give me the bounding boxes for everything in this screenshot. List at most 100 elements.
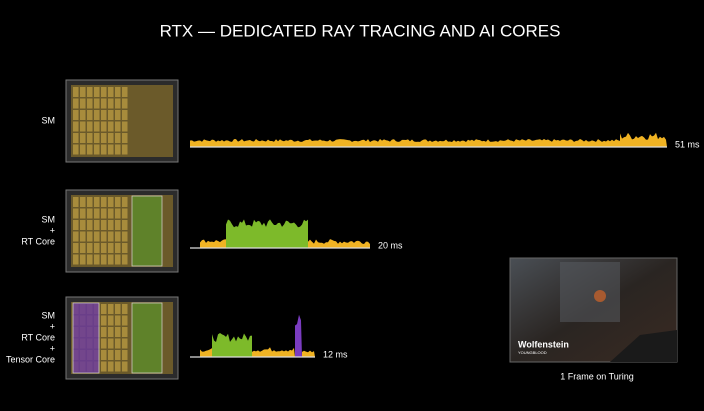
- chip-cell: [101, 350, 107, 360]
- chip-cell: [122, 121, 128, 132]
- chip-cell: [108, 243, 114, 253]
- row-label: +: [50, 321, 55, 331]
- chip-cell: [108, 197, 114, 207]
- row-label: Tensor Core: [6, 354, 55, 364]
- chip-cell: [115, 254, 121, 265]
- chip-cell: [101, 361, 107, 372]
- chip-unit: [131, 302, 163, 374]
- chip-cell: [115, 350, 121, 360]
- chip-cell: [101, 220, 107, 230]
- chip-cell: [108, 361, 114, 372]
- chip-cell: [80, 220, 86, 230]
- chip-cell: [73, 121, 79, 132]
- chip-cell: [101, 197, 107, 207]
- frame-trace: [620, 132, 667, 147]
- frame-trace: [226, 219, 308, 248]
- chip-cell: [108, 98, 114, 109]
- frame-trace: [295, 314, 302, 357]
- chip-cell: [101, 133, 107, 143]
- chip-cell: [87, 254, 93, 265]
- chip-cell: [108, 338, 114, 349]
- game-sublogo: YOUNGBLOOD: [518, 350, 547, 355]
- chip-cell: [101, 254, 107, 265]
- frame-trace: [212, 333, 252, 357]
- chip-cell: [73, 243, 79, 253]
- row-label: +: [50, 343, 55, 353]
- chip-cell: [122, 98, 128, 109]
- chip-cell: [80, 231, 86, 242]
- chip-cell: [108, 87, 114, 97]
- chip-cell: [94, 121, 100, 132]
- row-label: RT Core: [21, 332, 55, 342]
- chip-cell: [122, 231, 128, 242]
- chip-cell: [115, 197, 121, 207]
- chip-cell: [87, 231, 93, 242]
- chip-cell: [73, 87, 79, 97]
- chip-cell: [87, 133, 93, 143]
- chip-cell: [94, 254, 100, 265]
- chip-cell: [115, 327, 121, 337]
- chip-cell: [122, 133, 128, 143]
- chip-cell: [94, 110, 100, 120]
- chip-cell: [101, 98, 107, 109]
- frame-time: 20 ms: [378, 240, 403, 250]
- chip-cell: [87, 208, 93, 219]
- chip-cell: [101, 243, 107, 253]
- chip-cell: [115, 338, 121, 349]
- chip-cell: [122, 327, 128, 337]
- chip-cell: [122, 87, 128, 97]
- chip-cell: [80, 121, 86, 132]
- chip-cell: [101, 338, 107, 349]
- chip-cell: [73, 254, 79, 265]
- chip-cell: [73, 133, 79, 143]
- row-label: SM: [42, 214, 56, 224]
- chip-cell: [115, 110, 121, 120]
- chip-cell: [80, 197, 86, 207]
- chip-cell: [94, 220, 100, 230]
- chip-cell: [101, 144, 107, 155]
- chip-cell: [73, 197, 79, 207]
- chip-cell: [87, 121, 93, 132]
- chip-die: [65, 296, 179, 380]
- chip-cell: [94, 87, 100, 97]
- chip-cell: [94, 197, 100, 207]
- chip-cell: [80, 243, 86, 253]
- chip-cell: [115, 133, 121, 143]
- chip-cell: [115, 315, 121, 326]
- row-label: SM: [42, 115, 56, 125]
- chip-cell: [108, 315, 114, 326]
- chip-cell: [80, 144, 86, 155]
- chip-unit: [72, 302, 100, 374]
- chip-cell: [108, 304, 114, 314]
- frame-time: 12 ms: [323, 349, 348, 359]
- frame-trace: [302, 350, 315, 357]
- chip-cell: [115, 121, 121, 132]
- chip-cell: [108, 327, 114, 337]
- chip-cell: [122, 220, 128, 230]
- chip-cell: [108, 208, 114, 219]
- chip-cell: [80, 98, 86, 109]
- chip-cell: [115, 208, 121, 219]
- frame-trace: [200, 239, 226, 248]
- chip-cell: [122, 254, 128, 265]
- chip-cell: [101, 121, 107, 132]
- chip-cell: [108, 121, 114, 132]
- chip-cell: [122, 208, 128, 219]
- chip-cell: [101, 304, 107, 314]
- chip-cell: [73, 144, 79, 155]
- chip-cell: [115, 98, 121, 109]
- chip-cell: [101, 231, 107, 242]
- slide-title: RTX — DEDICATED RAY TRACING AND AI CORES: [160, 21, 561, 40]
- chip-die: [65, 189, 179, 273]
- chip-cell: [122, 350, 128, 360]
- chip-cell: [73, 220, 79, 230]
- chip-cell: [94, 144, 100, 155]
- chip-cell: [108, 220, 114, 230]
- chip-cell: [94, 98, 100, 109]
- frame-trace: [200, 348, 212, 357]
- chip-cell: [101, 208, 107, 219]
- chip-cell: [115, 304, 121, 314]
- chip-cell: [101, 315, 107, 326]
- chip-cell: [108, 144, 114, 155]
